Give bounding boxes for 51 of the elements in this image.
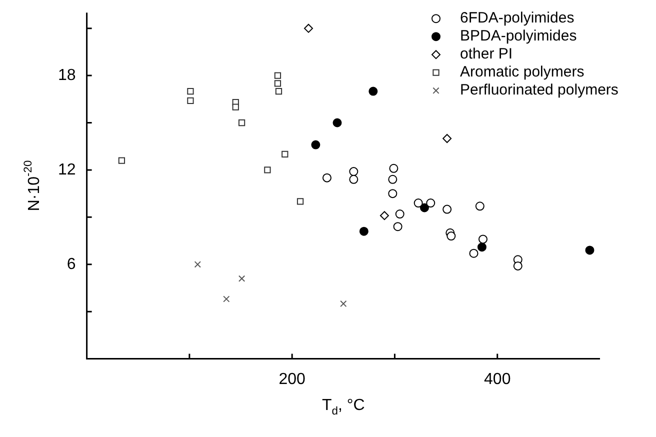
point [469, 248, 478, 258]
point [368, 86, 378, 96]
point [274, 80, 282, 87]
legend-label: Aromatic polymers [460, 64, 584, 81]
point [446, 232, 456, 241]
point [340, 300, 347, 308]
legend-label: other PI [460, 46, 513, 63]
point [388, 189, 398, 198]
point [414, 198, 423, 208]
point [223, 296, 230, 302]
point [585, 246, 594, 255]
point [380, 211, 389, 220]
point [349, 174, 358, 184]
y-tick-label: 18 [58, 66, 76, 84]
point [426, 198, 436, 208]
y-axis-title: N·10-20 [22, 160, 44, 212]
x-tick-label: 400 [484, 370, 511, 388]
point [275, 88, 282, 95]
point [282, 150, 288, 158]
point [264, 166, 271, 174]
legend-label: 6FDA-polyimides [460, 10, 574, 27]
point [232, 104, 239, 110]
point [349, 167, 358, 176]
x-tick-label: 200 [278, 370, 306, 388]
point [442, 204, 452, 214]
point [187, 97, 194, 104]
point [359, 226, 368, 236]
point [311, 140, 320, 150]
point [238, 119, 246, 126]
point [513, 261, 522, 270]
point [442, 134, 452, 143]
point [478, 234, 488, 244]
point [389, 164, 398, 173]
legend-label: BPDA-polyimides [460, 28, 577, 45]
point [332, 118, 342, 128]
point [393, 222, 402, 232]
point [304, 24, 313, 33]
point [395, 210, 404, 219]
point [475, 202, 484, 211]
legend-label: Perfluorinated polymers [460, 82, 618, 99]
point [118, 157, 126, 164]
point [296, 198, 304, 205]
point [322, 173, 332, 182]
point [274, 72, 282, 79]
point [477, 242, 486, 252]
point [187, 88, 194, 95]
point [194, 261, 201, 268]
point [238, 275, 246, 282]
y-tick-label: 6 [66, 256, 76, 273]
point [388, 174, 398, 184]
y-tick-label: 12 [58, 161, 76, 178]
